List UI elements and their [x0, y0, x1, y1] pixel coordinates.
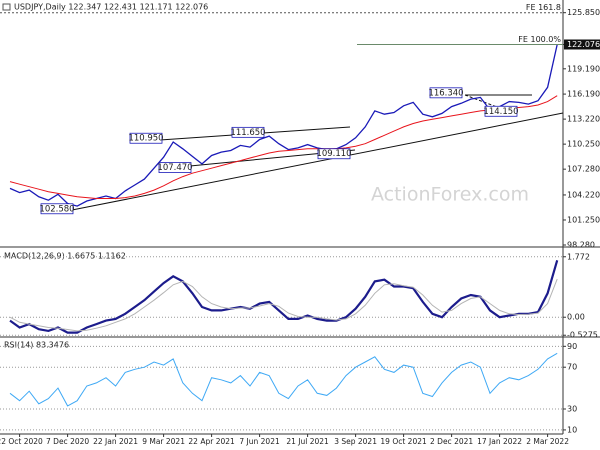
- annotation-label: 114.150: [483, 107, 518, 117]
- annotation-label: 110.950: [128, 134, 163, 144]
- x-tick-label: 22 Apr 2021: [188, 437, 235, 446]
- y-tick-label: 110.250: [567, 140, 600, 149]
- x-tick-label: 7 Jun 2021: [239, 437, 280, 446]
- annotation-box: [429, 87, 463, 99]
- x-tick-label: 2 Mar 2022: [526, 437, 569, 446]
- series-line: [9, 44, 558, 207]
- annotation-label: 107.470: [157, 163, 192, 173]
- annotation-label: 102.580: [39, 204, 74, 214]
- y-tick-label: 0.00: [567, 313, 585, 322]
- level-label: FE 161.8: [526, 3, 561, 12]
- price-marker: [564, 39, 600, 50]
- y-tick-label: 122.076: [567, 40, 600, 49]
- y-tick-label: 101.250: [567, 215, 600, 224]
- annotation-label: 116.340: [428, 88, 463, 98]
- annotation-box: [40, 203, 74, 215]
- y-tick-label: 30: [567, 405, 577, 414]
- x-tick-label: 21 Jul 2021: [286, 437, 329, 446]
- panel-title: RSI(14) 83.3476: [4, 341, 69, 350]
- x-tick-label: 2 Dec 2021: [430, 437, 473, 446]
- y-tick-label: 98.280: [567, 241, 595, 250]
- series-line: [9, 259, 559, 334]
- y-tick-label: 116.190: [567, 90, 600, 99]
- annotation-box: [484, 105, 518, 117]
- x-tick-label: 9 Mar 2021: [142, 437, 185, 446]
- y-tick-label: 113.220: [567, 115, 600, 124]
- annotation-label: 109.110: [316, 149, 351, 159]
- x-tick-label: 3 Sep 2021: [334, 437, 377, 446]
- y-tick-label: 70: [567, 363, 577, 372]
- y-tick-label: 90: [567, 342, 577, 351]
- annotation-label: 111.650: [230, 128, 265, 138]
- y-tick-label: 1.772: [567, 252, 590, 261]
- annotation-box: [129, 132, 163, 144]
- annotation-box: [317, 148, 351, 160]
- x-tick-label: 17 Jan 2022: [477, 437, 522, 446]
- y-tick-label: 10: [567, 425, 577, 434]
- x-tick-label: 22 Jan 2021: [93, 437, 138, 446]
- y-tick-label: -0.5275: [567, 331, 598, 340]
- annotation-box: [158, 162, 192, 173]
- level-label: FE 100.0%: [518, 35, 561, 44]
- x-tick-label: 19 Oct 2021: [380, 437, 427, 446]
- y-tick-label: 107.280: [567, 165, 600, 174]
- series-line: [9, 95, 558, 199]
- chart-title: USDJPY,Daily 122.347 122.431 121.171 122…: [14, 3, 208, 12]
- trend-line: [71, 112, 564, 211]
- series-line: [9, 352, 558, 407]
- series-line: [9, 278, 558, 332]
- watermark: ActionForex.com: [371, 184, 529, 206]
- y-tick-label: 125.850: [567, 8, 600, 17]
- title-icon: [2, 3, 11, 11]
- x-tick-label: 22 Oct 2020: [0, 437, 43, 446]
- x-tick-label: 7 Dec 2020: [46, 437, 89, 446]
- annotation-box: [231, 126, 265, 138]
- panel-title: MACD(12,26,9) 1.6675 1.1162: [4, 252, 126, 261]
- y-tick-label: 119.190: [567, 64, 600, 73]
- y-tick-label: 104.220: [567, 190, 600, 199]
